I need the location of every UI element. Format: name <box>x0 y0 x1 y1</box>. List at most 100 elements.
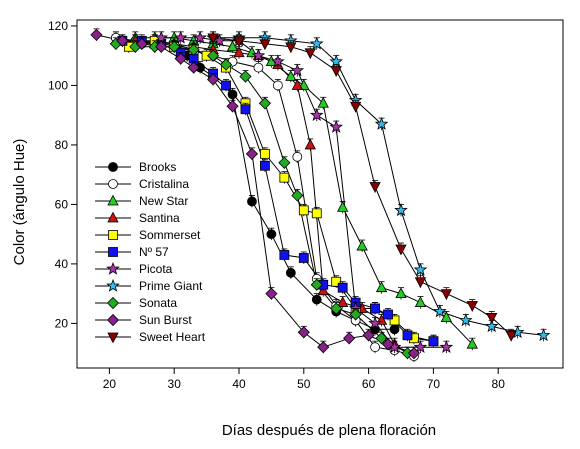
y-tick-label: 120 <box>48 19 68 33</box>
x-tick-label: 30 <box>168 377 182 391</box>
data-point-sun-burst <box>245 147 259 160</box>
y-tick-label: 80 <box>55 138 69 152</box>
data-point-sommerset <box>389 315 400 326</box>
data-point-sweet-heart <box>330 66 342 77</box>
legend-label-n-57: Nº 57 <box>139 245 169 259</box>
data-point-sweet-heart <box>207 33 219 45</box>
data-point-sweet-heart <box>304 48 316 60</box>
data-point-sommerset <box>298 205 309 216</box>
data-point-cristalina <box>272 80 283 91</box>
axes: 20 30 40 50 60 70 80 20 40 60 80 100 120 <box>48 19 564 391</box>
data-point-sun-burst <box>155 40 168 53</box>
data-point-sweet-heart <box>414 277 427 289</box>
data-point-n-57 <box>240 104 251 115</box>
data-point-sweet-heart <box>259 39 271 51</box>
data-point-brooks <box>311 294 322 305</box>
data-point-sweet-heart <box>466 301 478 312</box>
legend-marker-sonata <box>106 296 120 310</box>
y-axis-label: Color (ángulo Hue) <box>11 139 28 266</box>
y-tick-label: 20 <box>55 316 69 330</box>
legend-label-brooks: Brooks <box>139 160 176 174</box>
data-point-new-star <box>356 239 368 251</box>
data-point-new-star <box>414 296 427 307</box>
legend-label-prime-giant: Prime Giant <box>139 279 203 293</box>
data-point-picota <box>251 48 266 62</box>
data-point-sonata <box>330 302 343 315</box>
y-tick-label: 40 <box>55 257 69 271</box>
data-point-sun-burst <box>343 332 356 345</box>
data-point-sonata <box>291 189 304 202</box>
data-point-sun-burst <box>135 37 148 50</box>
data-point-santina <box>233 46 245 58</box>
data-point-sweet-heart <box>369 182 381 193</box>
data-point-prime-giant <box>536 328 551 342</box>
data-point-sun-burst <box>90 28 103 41</box>
data-point-picota <box>413 340 428 353</box>
x-tick-label: 50 <box>297 377 311 391</box>
legend-marker-picota <box>106 261 120 275</box>
data-point-cristalina <box>292 151 303 162</box>
data-point-n-57 <box>279 250 290 260</box>
data-point-sonata <box>375 332 388 345</box>
legend-label-sun-burst: Sun Burst <box>139 313 192 327</box>
data-point-n-57 <box>337 282 348 293</box>
data-point-santina <box>291 79 303 90</box>
data-point-prime-giant <box>413 262 428 276</box>
legend-label-new-star: New Star <box>139 194 188 208</box>
data-point-sweet-heart <box>285 42 297 54</box>
legend-marker-cristalina <box>108 179 118 189</box>
data-point-n-57 <box>370 303 380 314</box>
data-point-n-57 <box>383 309 393 320</box>
data-point-sun-burst <box>174 52 187 65</box>
x-tick-label: 70 <box>427 377 441 391</box>
data-point-new-star <box>395 287 407 299</box>
legend-marker-sun-burst <box>106 313 120 327</box>
data-point-picota <box>368 316 382 330</box>
legend-marker-santina <box>107 211 119 223</box>
data-point-sommerset <box>279 172 290 183</box>
data-point-sommerset <box>311 208 322 219</box>
data-point-sun-burst <box>407 347 421 360</box>
data-point-sun-burst <box>381 338 395 351</box>
legend-marker-prime-giant <box>106 278 120 292</box>
data-point-picota <box>439 340 454 353</box>
legend-marker-n-57 <box>108 247 118 257</box>
data-point-brooks <box>285 267 296 278</box>
legend-label-sommerset: Sommerset <box>139 228 201 242</box>
data-point-sweet-heart <box>395 244 407 256</box>
data-point-picota <box>290 63 305 77</box>
data-point-picota <box>173 30 188 44</box>
data-point-sweet-heart <box>440 289 453 300</box>
data-point-n-57 <box>428 336 439 347</box>
y-tick-label: 60 <box>55 197 69 211</box>
data-point-prime-giant <box>309 36 324 50</box>
plot-frame <box>76 19 564 369</box>
series-points <box>90 28 551 363</box>
data-point-brooks <box>227 89 238 100</box>
data-point-sweet-heart <box>505 330 517 342</box>
data-point-sonata <box>168 40 181 53</box>
data-point-sun-burst <box>317 341 330 354</box>
data-point-sonata <box>258 97 271 110</box>
data-point-santina <box>304 138 316 150</box>
data-point-sun-burst <box>265 287 278 300</box>
data-point-n-57 <box>260 160 270 171</box>
legend-marker-sweet-heart <box>107 332 119 344</box>
legend-marker-brooks <box>108 162 118 172</box>
data-point-picota <box>309 108 324 121</box>
data-point-picota <box>193 30 207 44</box>
data-point-sweet-heart <box>349 101 362 113</box>
data-point-cristalina <box>253 62 264 73</box>
data-point-sweet-heart <box>486 313 498 324</box>
data-point-cristalina <box>370 342 380 353</box>
legend-label-cristalina: Cristalina <box>139 177 189 191</box>
legend-label-santina: Santina <box>139 211 180 225</box>
data-point-sun-burst <box>116 34 129 47</box>
legend-label-sonata: Sonata <box>139 296 177 310</box>
data-point-sun-burst <box>207 73 220 86</box>
data-point-n-57 <box>298 253 309 263</box>
data-point-prime-giant <box>459 313 473 327</box>
data-point-brooks <box>266 229 277 240</box>
data-point-sonata <box>278 156 291 169</box>
